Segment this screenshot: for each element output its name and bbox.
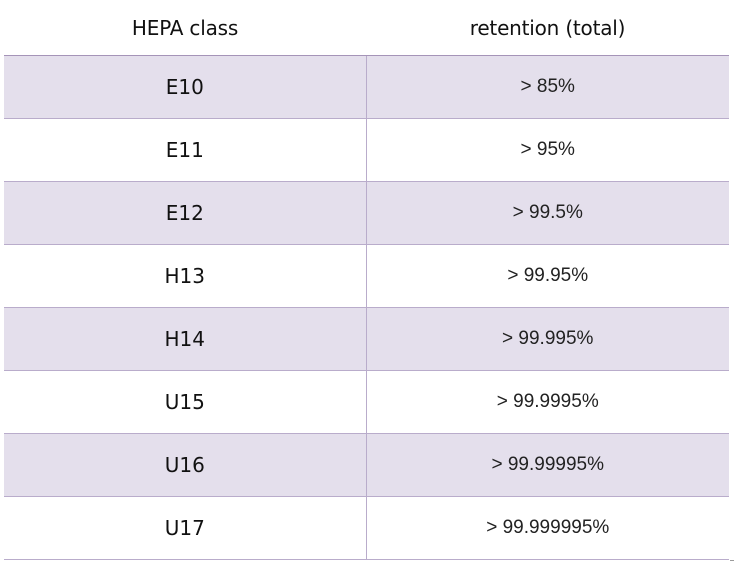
table-end-mark	[730, 560, 734, 561]
retention-cell: > 99.995%	[366, 307, 729, 371]
hepa-class-cell: E11	[4, 118, 367, 182]
retention-cell: > 85%	[366, 55, 729, 119]
hepa-class-cell: H13	[4, 244, 367, 308]
header-retention: retention (total)	[366, 0, 729, 56]
table-row: E10 > 85%	[4, 55, 729, 119]
table-row: U15 > 99.9995%	[4, 370, 729, 434]
hepa-class-cell: H14	[4, 307, 367, 371]
table-row: H13 > 99.95%	[4, 244, 729, 308]
hepa-class-cell: U17	[4, 496, 367, 560]
table-row: U17 > 99.999995%	[4, 496, 729, 560]
hepa-class-cell: U16	[4, 433, 367, 497]
hepa-class-cell: E10	[4, 55, 367, 119]
table-row: H14 > 99.995%	[4, 307, 729, 371]
table-row: U16 > 99.99995%	[4, 433, 729, 497]
retention-cell: > 99.9995%	[366, 370, 729, 434]
retention-cell: > 99.99995%	[366, 433, 729, 497]
header-hepa-class: HEPA class	[4, 0, 366, 56]
retention-cell: > 99.999995%	[366, 496, 729, 560]
table-row: E12 > 99.5%	[4, 181, 729, 245]
retention-cell: > 95%	[366, 118, 729, 182]
table-row: E11 > 95%	[4, 118, 729, 182]
retention-cell: > 99.95%	[366, 244, 729, 308]
table-header-row: HEPA class retention (total)	[4, 0, 729, 56]
hepa-class-table: HEPA class retention (total) E10 > 85% E…	[4, 0, 729, 560]
hepa-class-cell: E12	[4, 181, 367, 245]
retention-cell: > 99.5%	[366, 181, 729, 245]
hepa-class-cell: U15	[4, 370, 367, 434]
